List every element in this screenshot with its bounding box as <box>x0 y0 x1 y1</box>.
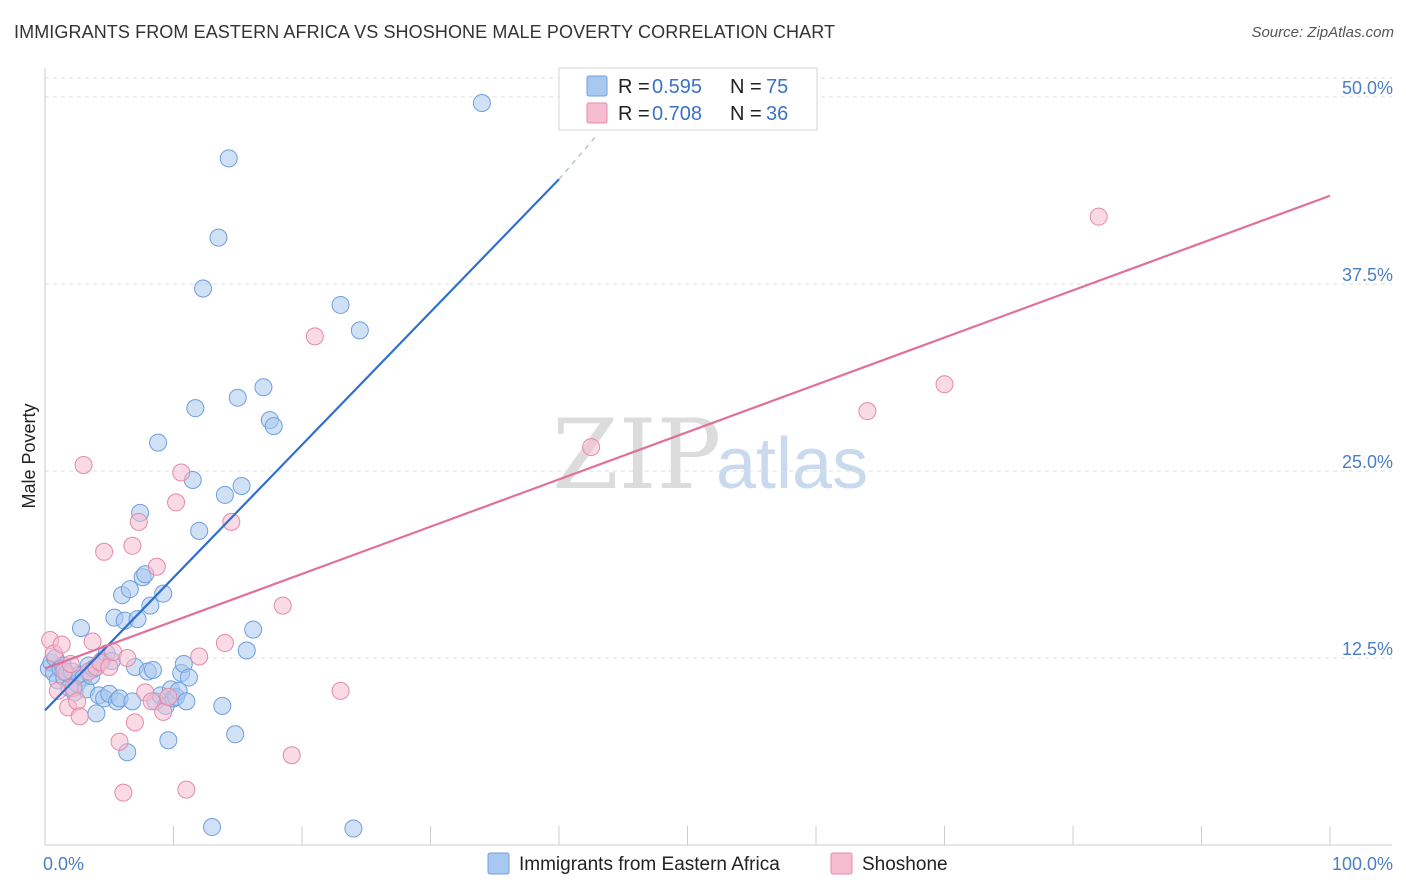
trend-line-shoshone <box>44 194 1331 670</box>
data-point-eastern-africa <box>219 149 238 168</box>
data-point-shoshone <box>110 732 129 751</box>
data-point-shoshone <box>118 649 137 667</box>
data-point-shoshone <box>273 596 292 615</box>
data-point-shoshone <box>74 456 93 475</box>
data-point-shoshone <box>68 692 87 711</box>
data-point-shoshone <box>83 632 102 651</box>
axes <box>44 68 1392 846</box>
data-point-eastern-africa <box>264 417 283 436</box>
data-point-shoshone <box>582 438 601 457</box>
bottom-legend-swatch-pink <box>830 852 853 875</box>
tick-labels: 12.5% 25.0% 37.5% 50.0% 0.0% 100.0% <box>43 78 1393 874</box>
data-point-eastern-africa <box>159 731 178 750</box>
data-point-eastern-africa <box>143 660 162 679</box>
data-point-eastern-africa <box>71 619 90 638</box>
x-tick-label-min: 0.0% <box>43 854 84 874</box>
data-point-eastern-africa <box>194 279 213 298</box>
data-point-shoshone <box>190 647 209 666</box>
data-point-shoshone <box>123 536 142 555</box>
correlation-legend: R = 0.595 N = 75 R = 0.708 N = 36 <box>558 67 818 131</box>
data-point-shoshone <box>282 746 301 765</box>
y-axis-label: Male Poverty <box>19 403 39 508</box>
legend-r-value-2: 0.708 <box>652 103 702 125</box>
data-point-eastern-africa <box>237 641 256 660</box>
bottom-legend-label-1: Immigrants from Eastern Africa <box>519 854 780 875</box>
data-point-eastern-africa <box>472 93 491 112</box>
watermark-zip: ZIP <box>552 399 721 511</box>
data-point-eastern-africa <box>203 818 222 837</box>
data-point-shoshone <box>167 493 186 512</box>
data-point-eastern-africa <box>331 295 350 314</box>
data-point-eastern-africa <box>344 819 363 838</box>
data-point-eastern-africa <box>215 485 234 504</box>
source-label: Source: ZipAtlas.com <box>1251 24 1394 41</box>
data-point-shoshone <box>1089 207 1108 226</box>
x-tick-label-max: 100.0% <box>1332 854 1393 874</box>
data-point-eastern-africa <box>179 668 198 687</box>
data-point-shoshone <box>147 557 166 576</box>
data-point-shoshone <box>215 634 234 653</box>
series-shoshone-points <box>41 207 1108 802</box>
data-point-eastern-africa <box>123 692 142 711</box>
data-point-eastern-africa <box>232 476 251 495</box>
trend-line-eastern-africa <box>44 178 560 712</box>
trend-lines <box>44 134 1331 712</box>
data-point-eastern-africa <box>190 521 209 540</box>
data-point-eastern-africa <box>254 378 273 397</box>
data-point-shoshone <box>142 692 161 711</box>
y-tick-label: 25.0% <box>1342 452 1393 472</box>
series-eastern-africa-points <box>39 93 491 838</box>
data-point-shoshone <box>305 327 324 346</box>
legend-swatch-blue <box>586 75 608 97</box>
series-legend: Immigrants from Eastern Africa Shoshone <box>487 852 948 875</box>
legend-r-label-2: R = <box>618 103 650 125</box>
legend-n-label-2: N = <box>730 103 762 125</box>
data-point-shoshone <box>177 780 196 799</box>
data-point-eastern-africa <box>149 433 168 452</box>
y-tick-label: 12.5% <box>1342 639 1393 659</box>
data-point-eastern-africa <box>350 321 369 340</box>
data-point-eastern-africa <box>120 580 139 599</box>
data-point-shoshone <box>172 463 191 482</box>
bottom-legend-label-2: Shoshone <box>862 854 948 875</box>
data-point-eastern-africa <box>128 610 147 629</box>
legend-r-value-1: 0.595 <box>652 76 702 98</box>
data-point-shoshone <box>125 713 144 732</box>
legend-n-label-1: N = <box>730 76 762 98</box>
gridlines <box>45 77 1392 659</box>
data-point-shoshone <box>52 635 71 654</box>
data-point-shoshone <box>858 402 877 421</box>
data-point-eastern-africa <box>186 399 205 418</box>
data-point-shoshone <box>95 542 114 561</box>
data-point-shoshone <box>222 512 241 531</box>
data-point-eastern-africa <box>213 696 232 715</box>
data-point-eastern-africa <box>141 596 160 615</box>
y-tick-label: 37.5% <box>1342 265 1393 285</box>
data-point-shoshone <box>114 783 133 802</box>
data-point-shoshone <box>154 702 173 721</box>
data-point-eastern-africa <box>228 388 247 407</box>
data-point-shoshone <box>935 375 954 394</box>
bottom-legend-swatch-blue <box>487 852 510 875</box>
legend-r-label-1: R = <box>618 76 650 98</box>
trend-line-eastern-africa-extension <box>558 134 599 180</box>
y-tick-label: 50.0% <box>1342 78 1393 98</box>
legend-swatch-pink <box>586 102 608 124</box>
data-point-eastern-africa <box>177 692 196 711</box>
legend-n-value-2: 36 <box>766 103 788 125</box>
chart-title: IMMIGRANTS FROM EASTERN AFRICA VS SHOSHO… <box>14 22 836 42</box>
data-point-eastern-africa <box>244 620 263 639</box>
data-point-shoshone <box>129 512 148 531</box>
data-point-shoshone <box>159 687 178 706</box>
data-point-shoshone <box>70 707 89 726</box>
watermark-atlas: atlas <box>716 424 868 504</box>
data-point-eastern-africa <box>209 228 228 247</box>
data-point-eastern-africa <box>226 725 245 744</box>
data-point-eastern-africa <box>154 584 173 603</box>
data-point-eastern-africa <box>87 704 106 723</box>
data-point-shoshone <box>100 657 119 676</box>
legend-n-value-1: 75 <box>766 76 788 98</box>
data-point-shoshone <box>331 681 350 700</box>
